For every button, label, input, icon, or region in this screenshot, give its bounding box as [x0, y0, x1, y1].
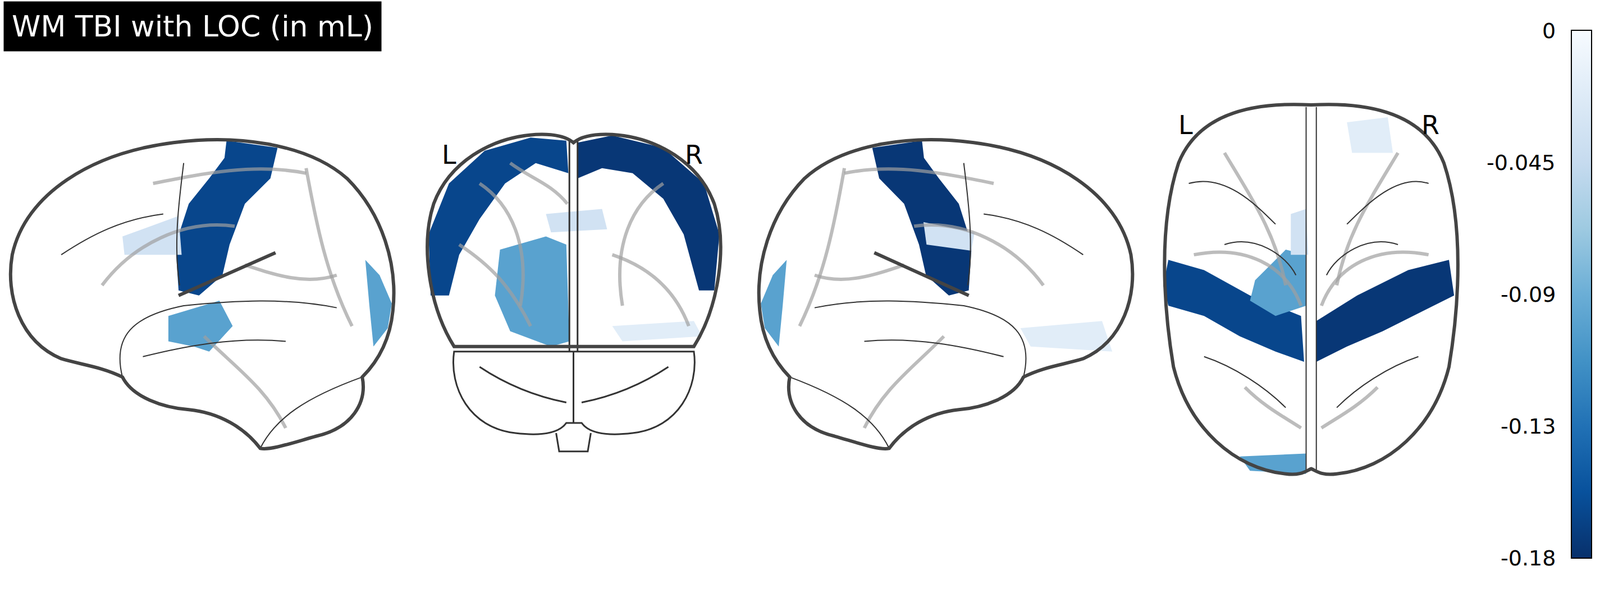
svg-text:WM TBI with LOC (in mL): WM TBI with LOC (in mL) — [11, 9, 374, 44]
svg-text:L: L — [1178, 110, 1193, 141]
svg-text:-0.045: -0.045 — [1486, 150, 1556, 176]
svg-text:-0.13: -0.13 — [1500, 414, 1556, 440]
svg-text:L: L — [441, 139, 457, 171]
svg-text:R: R — [684, 139, 703, 171]
svg-text:-0.18: -0.18 — [1500, 546, 1556, 571]
svg-text:-0.09: -0.09 — [1500, 282, 1556, 308]
svg-text:0: 0 — [1542, 18, 1556, 44]
svg-text:R: R — [1421, 110, 1440, 141]
